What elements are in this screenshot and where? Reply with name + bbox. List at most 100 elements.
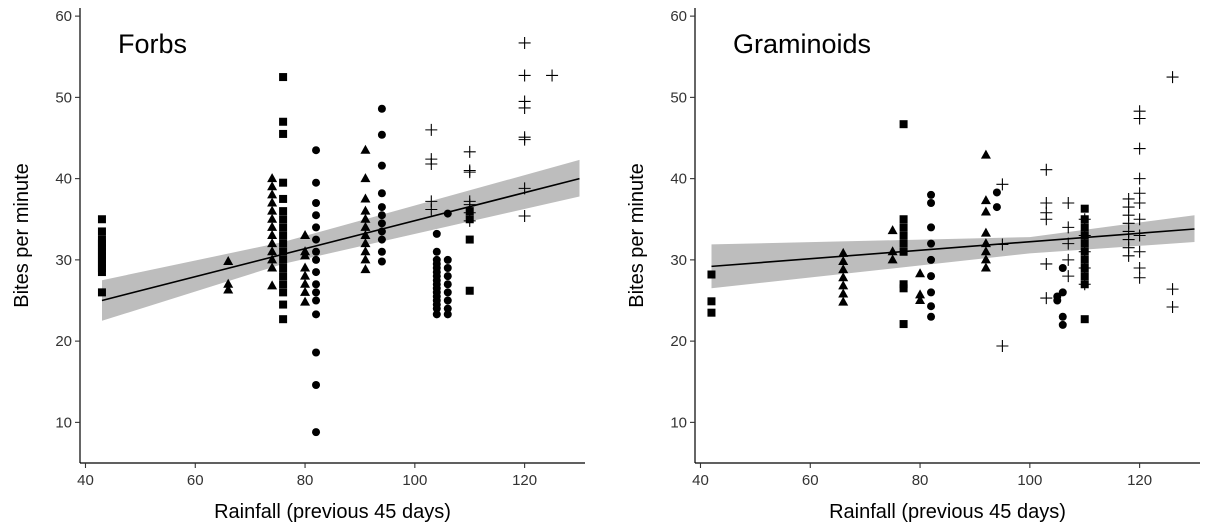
data-point-plus bbox=[996, 238, 1009, 251]
data-point-triangle bbox=[838, 272, 849, 282]
data-point-square bbox=[707, 297, 716, 306]
data-point-circle bbox=[443, 264, 452, 272]
data-point-circle bbox=[377, 203, 386, 212]
data-point-circle bbox=[443, 304, 452, 313]
data-point-square bbox=[1080, 315, 1089, 324]
data-point-plus bbox=[1166, 283, 1179, 296]
data-point-triangle bbox=[915, 289, 926, 299]
data-point-triangle bbox=[267, 230, 278, 239]
data-point-triangle bbox=[980, 149, 991, 159]
data-point-square bbox=[279, 215, 288, 224]
data-point-plus bbox=[1166, 71, 1179, 84]
data-point-plus bbox=[463, 214, 476, 227]
data-point-circle bbox=[312, 211, 321, 220]
data-point-triangle bbox=[267, 197, 278, 207]
data-point-plus bbox=[1040, 257, 1053, 270]
data-point-square bbox=[97, 255, 106, 264]
data-point-square bbox=[279, 239, 288, 248]
data-point-plus bbox=[518, 101, 531, 114]
y-tick-label: 20 bbox=[55, 333, 72, 350]
series-circle bbox=[927, 188, 1067, 329]
data-point-plus bbox=[518, 69, 531, 82]
data-point-square bbox=[279, 207, 288, 216]
data-point-square bbox=[279, 264, 288, 272]
data-point-plus bbox=[1078, 229, 1091, 242]
data-point-triangle bbox=[838, 256, 849, 265]
data-point-plus bbox=[1062, 270, 1075, 283]
data-point-circle bbox=[1058, 288, 1067, 297]
data-point-square bbox=[279, 178, 288, 187]
data-point-circle bbox=[312, 223, 321, 232]
data-point-square bbox=[899, 247, 908, 256]
data-point-square bbox=[899, 239, 908, 248]
x-axis-title: Rainfall (previous 45 days) bbox=[214, 501, 451, 523]
data-point-triangle bbox=[223, 278, 234, 288]
data-point-circle bbox=[377, 247, 386, 256]
data-point-triangle bbox=[980, 262, 991, 272]
data-point-square bbox=[1080, 204, 1089, 213]
data-point-circle bbox=[312, 288, 321, 297]
data-point-plus bbox=[1040, 292, 1053, 305]
data-point-plus bbox=[1062, 197, 1075, 209]
data-point-circle bbox=[927, 272, 936, 281]
data-point-plus bbox=[1133, 112, 1146, 125]
data-point-plus bbox=[1133, 197, 1146, 209]
data-point-square bbox=[279, 288, 288, 297]
data-point-circle bbox=[312, 268, 321, 277]
data-point-circle bbox=[312, 255, 321, 264]
y-tick-label: 40 bbox=[670, 171, 687, 188]
data-point-plus bbox=[463, 166, 476, 179]
data-point-triangle bbox=[360, 230, 371, 239]
series-circle bbox=[312, 104, 452, 437]
data-point-circle bbox=[992, 188, 1001, 197]
data-point-square bbox=[97, 251, 106, 260]
data-point-circle bbox=[377, 130, 386, 139]
data-point-circle bbox=[443, 288, 452, 297]
data-point-square bbox=[279, 223, 288, 232]
y-tick-label: 50 bbox=[55, 89, 72, 106]
data-point-circle bbox=[312, 428, 321, 437]
data-point-circle bbox=[377, 227, 386, 236]
y-tick-label: 10 bbox=[670, 414, 687, 431]
data-point-circle bbox=[1053, 296, 1062, 305]
data-point-square bbox=[97, 247, 106, 256]
y-tick-label: 40 bbox=[55, 171, 72, 188]
data-point-circle bbox=[312, 199, 321, 207]
x-tick-label: 100 bbox=[402, 472, 427, 489]
data-point-circle bbox=[1058, 320, 1067, 329]
data-point-plus bbox=[518, 133, 531, 146]
data-point-square bbox=[707, 308, 716, 317]
data-point-triangle bbox=[360, 205, 371, 215]
data-point-triangle bbox=[267, 189, 278, 199]
data-point-circle bbox=[312, 235, 321, 244]
data-point-circle bbox=[927, 239, 936, 248]
data-point-triangle bbox=[300, 270, 311, 280]
data-point-plus bbox=[996, 178, 1009, 191]
data-point-triangle bbox=[838, 280, 849, 290]
y-tick-label: 60 bbox=[670, 8, 687, 25]
data-point-triangle bbox=[980, 227, 991, 237]
data-point-plus bbox=[518, 210, 531, 222]
series-triangle bbox=[223, 144, 371, 306]
data-point-plus bbox=[518, 36, 531, 49]
x-axis-title: Rainfall (previous 45 days) bbox=[829, 501, 1066, 523]
data-point-square bbox=[465, 235, 474, 244]
data-point-triangle bbox=[300, 286, 311, 296]
data-point-triangle bbox=[267, 254, 278, 264]
x-tick-label: 60 bbox=[802, 472, 819, 489]
data-point-triangle bbox=[360, 246, 371, 256]
data-point-square bbox=[1080, 272, 1089, 281]
data-point-triangle bbox=[980, 206, 991, 216]
data-point-plus bbox=[1040, 213, 1053, 226]
data-point-circle bbox=[312, 296, 321, 305]
data-point-square bbox=[279, 73, 288, 82]
data-point-circle bbox=[377, 104, 386, 113]
data-point-circle bbox=[432, 310, 441, 319]
data-point-triangle bbox=[267, 173, 278, 183]
data-point-circle bbox=[432, 247, 441, 256]
y-axis-title: Bites per minute bbox=[11, 163, 33, 308]
data-point-plus bbox=[1040, 163, 1053, 176]
data-point-square bbox=[899, 284, 908, 293]
data-point-square bbox=[279, 129, 288, 138]
